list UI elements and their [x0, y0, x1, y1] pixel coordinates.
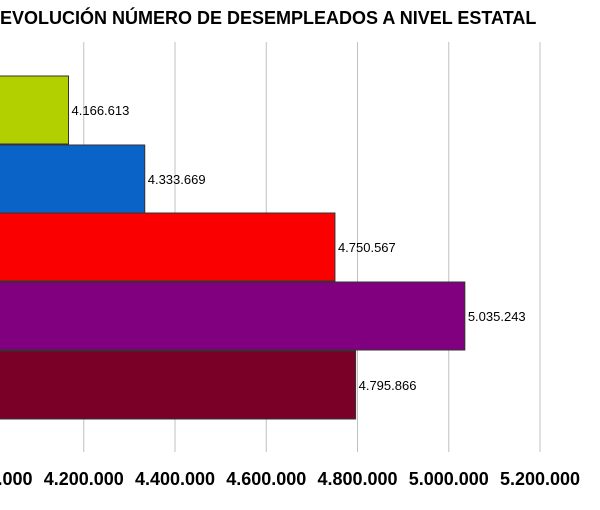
bar — [0, 212, 336, 282]
x-tick-label: 4.600.000 — [226, 469, 306, 489]
bar-value-label: 4.795.866 — [359, 378, 417, 393]
x-tick-label: 5.000.000 — [409, 469, 489, 489]
bar-value-label: 5.035.243 — [468, 309, 526, 324]
chart-title: EVOLUCIÓN NÚMERO DE DESEMPLEADOS A NIVEL… — [0, 8, 537, 28]
x-tick-label: 4.400.000 — [135, 469, 215, 489]
bar — [0, 144, 146, 214]
x-tick-label: 4.800.000 — [317, 469, 397, 489]
x-tick-label: 4.000.000 — [0, 469, 33, 489]
x-tick-label: 4.200.000 — [44, 469, 124, 489]
bar — [0, 75, 70, 145]
bar-value-label: 4.333.669 — [148, 172, 206, 187]
bar-value-label: 4.750.567 — [338, 240, 396, 255]
bar — [0, 350, 357, 420]
bar — [0, 281, 466, 351]
bar-value-label: 4.166.613 — [72, 103, 130, 118]
x-tick-label: 5.200.000 — [500, 469, 580, 489]
